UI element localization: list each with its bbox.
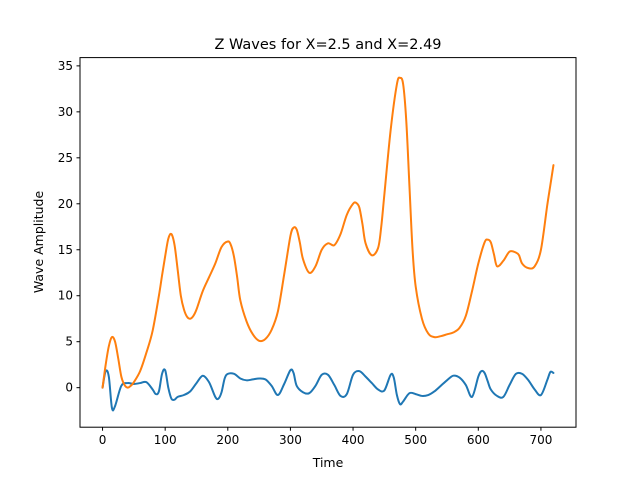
x-tick-label: 100: [154, 433, 177, 447]
series-line-2: [101, 76, 555, 389]
x-tick-label: 400: [342, 433, 365, 447]
chart-title: Z Waves for X=2.5 and X=2.49: [214, 37, 441, 53]
plot-frame: [79, 57, 577, 428]
x-tick-label: 700: [529, 433, 552, 447]
x-tick-label: 600: [467, 433, 490, 447]
y-tick-label: 15: [58, 243, 73, 257]
x-tick-label: 0: [99, 433, 107, 447]
y-tick-label: 10: [58, 289, 73, 303]
x-tick-label: 200: [216, 433, 239, 447]
x-tick-label: 300: [279, 433, 302, 447]
series-line-1: [101, 368, 555, 412]
y-tick-label: 30: [58, 105, 73, 119]
y-tick-label: 0: [65, 381, 73, 395]
x-tick-label: 500: [404, 433, 427, 447]
x-axis: 0 100 200 300 400 500 600 700: [99, 427, 552, 447]
y-tick-label: 35: [58, 59, 73, 73]
y-tick-label: 20: [58, 197, 73, 211]
y-axis: 0 5 10 15 20 25 30 35: [58, 59, 80, 395]
x-axis-label: Time: [312, 455, 344, 470]
y-tick-label: 5: [65, 335, 73, 349]
y-axis-label: Wave Amplitude: [31, 191, 46, 294]
y-tick-label: 25: [58, 151, 73, 165]
plot-area: [101, 76, 555, 412]
